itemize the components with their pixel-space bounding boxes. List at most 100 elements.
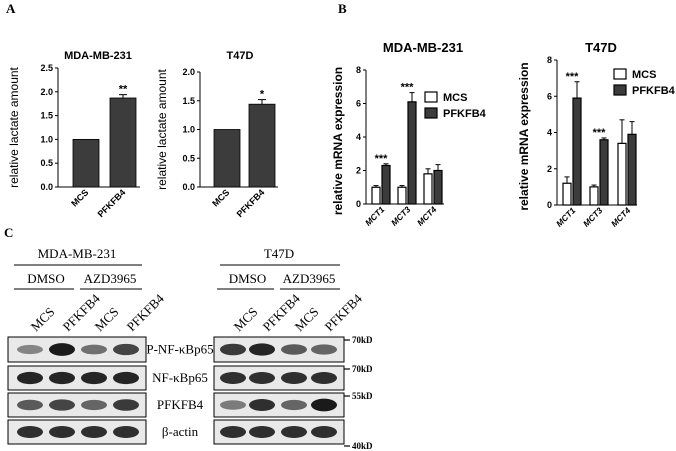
legend-label: MCS <box>443 92 467 104</box>
y-tick-label: 2.0 <box>40 87 53 97</box>
legend-swatch-mcs <box>613 68 627 80</box>
y-tick-label: 0 <box>356 199 361 209</box>
mw-marker-label: 70kD <box>352 335 373 345</box>
x-category-label: MCT1 <box>363 204 387 228</box>
mw-marker-label: 40kD <box>352 441 373 451</box>
bar-pfkfb4-mct3 <box>407 101 417 205</box>
cell-line-label: T47D <box>264 246 294 261</box>
protein-band <box>17 344 43 355</box>
bar-pfkfb4-mct3 <box>599 139 609 206</box>
protein-band <box>81 399 107 411</box>
protein-band <box>113 343 139 356</box>
significance-mark: ** <box>119 84 128 96</box>
bar-pfkfb4-mct4 <box>433 169 443 205</box>
bar-pfkfb4-mct1 <box>572 97 582 206</box>
legend-swatch-mcs <box>424 91 438 103</box>
bar-pfkfb4-mct1 <box>381 164 391 205</box>
x-category-label: MCT3 <box>581 205 605 229</box>
chart-title: T47D <box>585 40 617 55</box>
protein-band <box>281 399 307 411</box>
y-tick-label: 6 <box>547 91 552 101</box>
protein-band <box>49 343 75 356</box>
bar-mcs-mct1 <box>371 186 381 205</box>
chart-a-mda-mb-231: MDA-MB-231 relative lactate amount 0.0 0.5 1… <box>7 50 140 219</box>
protein-band <box>81 371 107 385</box>
panel-letter-b: B <box>338 1 347 16</box>
bar-mcs-mct3 <box>589 186 599 206</box>
lane-label: MCS <box>92 304 122 334</box>
y-tick-label: 0.5 <box>182 153 195 163</box>
protein-label: P-NF-κBp65 <box>146 342 213 357</box>
protein-band <box>249 343 275 356</box>
y-tick-label: 1.0 <box>182 125 195 135</box>
protein-label: PFKFB4 <box>157 397 204 412</box>
significance-mark: *** <box>375 153 389 165</box>
x-category-label: MCT1 <box>554 205 578 229</box>
protein-band <box>281 426 307 438</box>
legend-label: PFKFB4 <box>443 108 487 120</box>
bar-mcs-mct1 <box>562 182 572 206</box>
significance-mark: *** <box>593 127 607 139</box>
protein-band <box>281 344 307 355</box>
protein-band <box>220 372 246 384</box>
y-tick-label: 8 <box>356 65 361 75</box>
bar-mcs <box>72 138 100 188</box>
protein-band <box>17 371 43 385</box>
x-category-label: MCS <box>69 187 90 208</box>
protein-label: NF-κBp65 <box>152 370 208 385</box>
y-tick-label: 4 <box>547 128 552 138</box>
y-tick-label: 4 <box>356 132 361 142</box>
y-axis-label: relative mRNA expression <box>517 62 531 210</box>
protein-band <box>249 372 275 384</box>
protein-band <box>220 400 246 410</box>
protein-band <box>81 344 107 355</box>
protein-band <box>249 399 275 411</box>
y-tick-label: 8 <box>547 55 552 65</box>
y-tick-label: 0.0 <box>40 182 53 192</box>
mw-marker-label: 55kD <box>352 391 373 401</box>
protein-band <box>249 426 275 438</box>
protein-band <box>113 426 139 438</box>
lane-label: PFKFB4 <box>124 290 168 334</box>
x-category-label: MCS <box>210 187 231 208</box>
protein-band <box>81 426 107 438</box>
protein-label: β-actin <box>162 424 199 439</box>
chart-title: MDA-MB-231 <box>383 40 463 55</box>
y-tick-label: 6 <box>356 99 361 109</box>
significance-mark: *** <box>401 82 415 94</box>
legend-swatch-pfkfb4 <box>424 107 438 119</box>
y-axis-label: relative mRNA expression <box>331 67 345 215</box>
chart-b-t47d: T47D relative mRNA expression 0 2 4 6 8 *** MCT1… <box>517 40 676 229</box>
panel-letter-c: C <box>4 225 13 240</box>
protein-band <box>17 399 43 411</box>
protein-band <box>113 371 139 385</box>
protein-band <box>311 398 337 412</box>
y-tick-label: 0.0 <box>182 182 195 192</box>
protein-band <box>281 372 307 384</box>
x-category-label: MCT3 <box>389 204 413 228</box>
bar-mcs <box>213 129 241 188</box>
x-category-label: PFKFB4 <box>96 187 128 219</box>
chart-a-t47d: T47D relative lactate amount 0.0 0.5 1.0 1.5 2… <box>155 50 278 219</box>
x-category-label: MCT4 <box>609 205 633 229</box>
significance-mark: *** <box>566 71 580 83</box>
protein-band <box>220 426 246 438</box>
y-axis-label: relative lactate amount <box>7 66 21 187</box>
mw-marker-label: 70kD <box>352 364 373 374</box>
y-tick-label: 2 <box>547 164 552 174</box>
x-category-label: PFKFB4 <box>235 187 267 219</box>
protein-band <box>17 426 43 438</box>
x-category-label: MCT4 <box>415 204 439 228</box>
lane-label: MCS <box>231 304 261 334</box>
bar-mcs-mct3 <box>397 186 407 205</box>
y-tick-label: 2.0 <box>182 67 195 77</box>
chart-b-mda-mb-231: MDA-MB-231 relative mRNA expression 0 2 4 6 8 *… <box>331 40 487 228</box>
protein-band <box>220 343 246 356</box>
lane-label: MCS <box>28 304 58 334</box>
lane-label: MCS <box>292 304 322 334</box>
protein-band <box>49 426 75 438</box>
chart-title: T47D <box>227 50 254 62</box>
chart-title: MDA-MB-231 <box>64 50 132 62</box>
